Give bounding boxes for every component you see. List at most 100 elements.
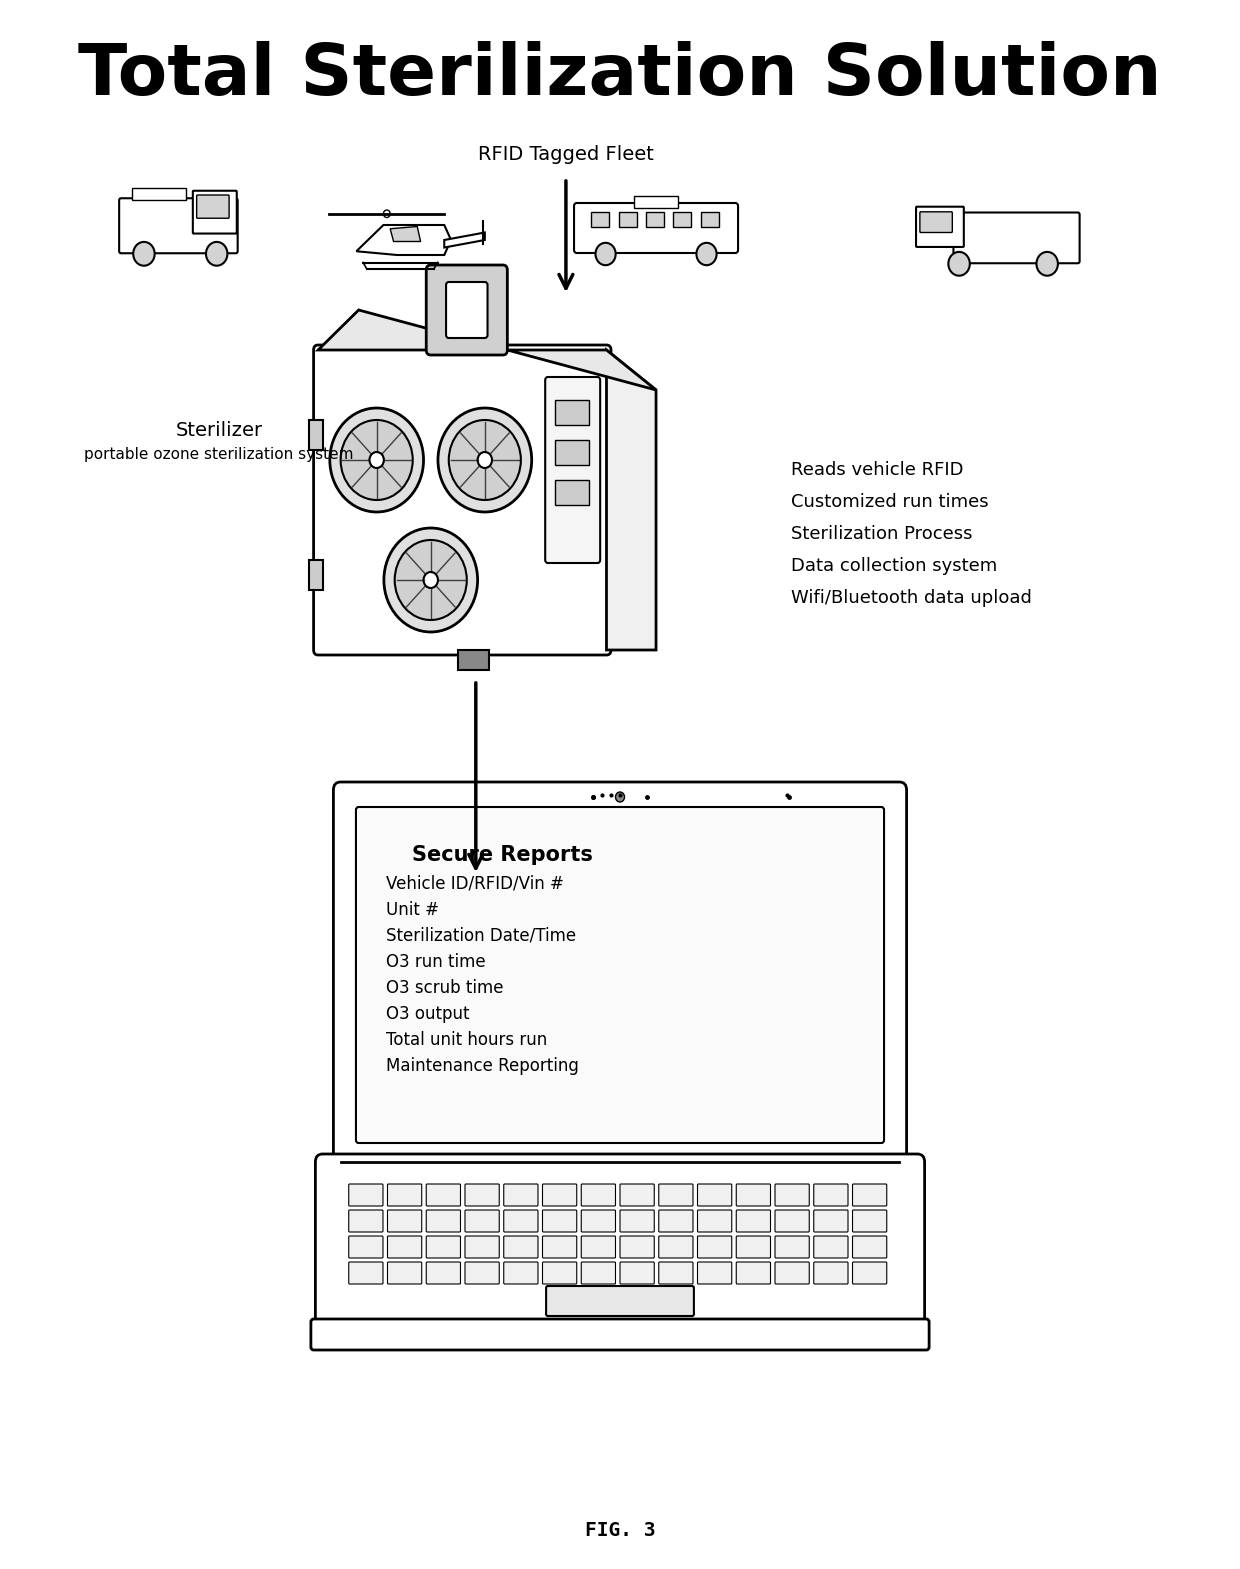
Text: Secure Reports: Secure Reports: [413, 846, 593, 865]
FancyBboxPatch shape: [582, 1236, 615, 1258]
FancyBboxPatch shape: [542, 1236, 577, 1258]
FancyBboxPatch shape: [193, 191, 237, 234]
FancyBboxPatch shape: [387, 1261, 422, 1283]
Text: Sterilization Date/Time: Sterilization Date/Time: [386, 927, 575, 945]
FancyBboxPatch shape: [465, 1185, 500, 1207]
Text: Total unit hours run: Total unit hours run: [386, 1031, 547, 1050]
FancyBboxPatch shape: [348, 1210, 383, 1232]
Polygon shape: [356, 224, 451, 256]
Text: Reads vehicle RFID: Reads vehicle RFID: [791, 461, 963, 479]
Polygon shape: [444, 232, 485, 248]
Circle shape: [370, 452, 384, 468]
Text: O3 scrub time: O3 scrub time: [386, 979, 503, 996]
FancyBboxPatch shape: [775, 1236, 810, 1258]
FancyBboxPatch shape: [582, 1261, 615, 1283]
FancyBboxPatch shape: [737, 1185, 770, 1207]
FancyBboxPatch shape: [582, 1185, 615, 1207]
Bar: [556, 400, 589, 425]
FancyBboxPatch shape: [853, 1185, 887, 1207]
Text: O3 output: O3 output: [386, 1006, 469, 1023]
FancyBboxPatch shape: [620, 1185, 655, 1207]
FancyBboxPatch shape: [737, 1261, 770, 1283]
Bar: [133, 188, 186, 201]
FancyBboxPatch shape: [658, 1261, 693, 1283]
Bar: [619, 212, 636, 228]
FancyBboxPatch shape: [315, 1155, 925, 1331]
FancyBboxPatch shape: [465, 1236, 500, 1258]
FancyBboxPatch shape: [387, 1236, 422, 1258]
FancyBboxPatch shape: [119, 198, 238, 253]
Text: Unit #: Unit #: [386, 901, 439, 919]
Text: portable ozone sterilization system: portable ozone sterilization system: [84, 447, 353, 463]
FancyBboxPatch shape: [503, 1236, 538, 1258]
Circle shape: [615, 792, 625, 802]
FancyBboxPatch shape: [698, 1261, 732, 1283]
Text: Data collection system: Data collection system: [791, 557, 997, 574]
FancyBboxPatch shape: [427, 265, 507, 355]
Polygon shape: [391, 226, 420, 242]
Text: Maintenance Reporting: Maintenance Reporting: [386, 1058, 579, 1075]
Text: Vehicle ID/RFID/Vin #: Vehicle ID/RFID/Vin #: [386, 876, 563, 893]
FancyBboxPatch shape: [620, 1236, 655, 1258]
FancyBboxPatch shape: [813, 1210, 848, 1232]
Text: Customized run times: Customized run times: [791, 493, 988, 511]
Text: Wifi/Bluetooth data upload: Wifi/Bluetooth data upload: [791, 588, 1032, 607]
Polygon shape: [319, 311, 656, 391]
FancyBboxPatch shape: [853, 1210, 887, 1232]
FancyBboxPatch shape: [387, 1210, 422, 1232]
FancyBboxPatch shape: [775, 1210, 810, 1232]
FancyBboxPatch shape: [620, 1210, 655, 1232]
Text: Sterilizer: Sterilizer: [175, 420, 263, 439]
FancyBboxPatch shape: [853, 1261, 887, 1283]
Bar: [635, 196, 678, 207]
FancyBboxPatch shape: [446, 282, 487, 337]
Circle shape: [206, 242, 227, 265]
FancyBboxPatch shape: [620, 1261, 655, 1283]
FancyBboxPatch shape: [348, 1236, 383, 1258]
Text: RFID Tagged Fleet: RFID Tagged Fleet: [477, 146, 653, 165]
Circle shape: [330, 408, 424, 511]
Bar: [556, 439, 589, 464]
FancyBboxPatch shape: [387, 1185, 422, 1207]
Circle shape: [449, 420, 521, 501]
Bar: [458, 650, 490, 670]
FancyBboxPatch shape: [348, 1185, 383, 1207]
Circle shape: [383, 210, 391, 218]
FancyBboxPatch shape: [427, 1236, 460, 1258]
Text: Sterilization Process: Sterilization Process: [791, 526, 972, 543]
Circle shape: [595, 243, 616, 265]
FancyBboxPatch shape: [546, 377, 600, 563]
FancyBboxPatch shape: [920, 212, 952, 232]
Circle shape: [477, 452, 492, 468]
FancyBboxPatch shape: [542, 1210, 577, 1232]
Bar: [673, 212, 692, 228]
Bar: [309, 560, 322, 590]
FancyBboxPatch shape: [698, 1236, 732, 1258]
FancyBboxPatch shape: [197, 195, 229, 218]
FancyBboxPatch shape: [356, 806, 884, 1142]
FancyBboxPatch shape: [916, 207, 963, 246]
FancyBboxPatch shape: [737, 1210, 770, 1232]
FancyBboxPatch shape: [658, 1236, 693, 1258]
Bar: [646, 212, 663, 228]
FancyBboxPatch shape: [503, 1185, 538, 1207]
FancyBboxPatch shape: [542, 1185, 577, 1207]
FancyBboxPatch shape: [427, 1261, 460, 1283]
Bar: [309, 420, 322, 450]
Circle shape: [949, 253, 970, 276]
Circle shape: [133, 242, 155, 265]
FancyBboxPatch shape: [546, 1287, 694, 1316]
FancyBboxPatch shape: [737, 1236, 770, 1258]
FancyBboxPatch shape: [698, 1210, 732, 1232]
FancyBboxPatch shape: [314, 345, 611, 654]
Circle shape: [697, 243, 717, 265]
FancyBboxPatch shape: [348, 1261, 383, 1283]
Circle shape: [341, 420, 413, 501]
FancyBboxPatch shape: [465, 1210, 500, 1232]
FancyBboxPatch shape: [698, 1185, 732, 1207]
FancyBboxPatch shape: [427, 1185, 460, 1207]
FancyBboxPatch shape: [465, 1261, 500, 1283]
Bar: [701, 212, 719, 228]
Circle shape: [1037, 253, 1058, 276]
FancyBboxPatch shape: [813, 1261, 848, 1283]
